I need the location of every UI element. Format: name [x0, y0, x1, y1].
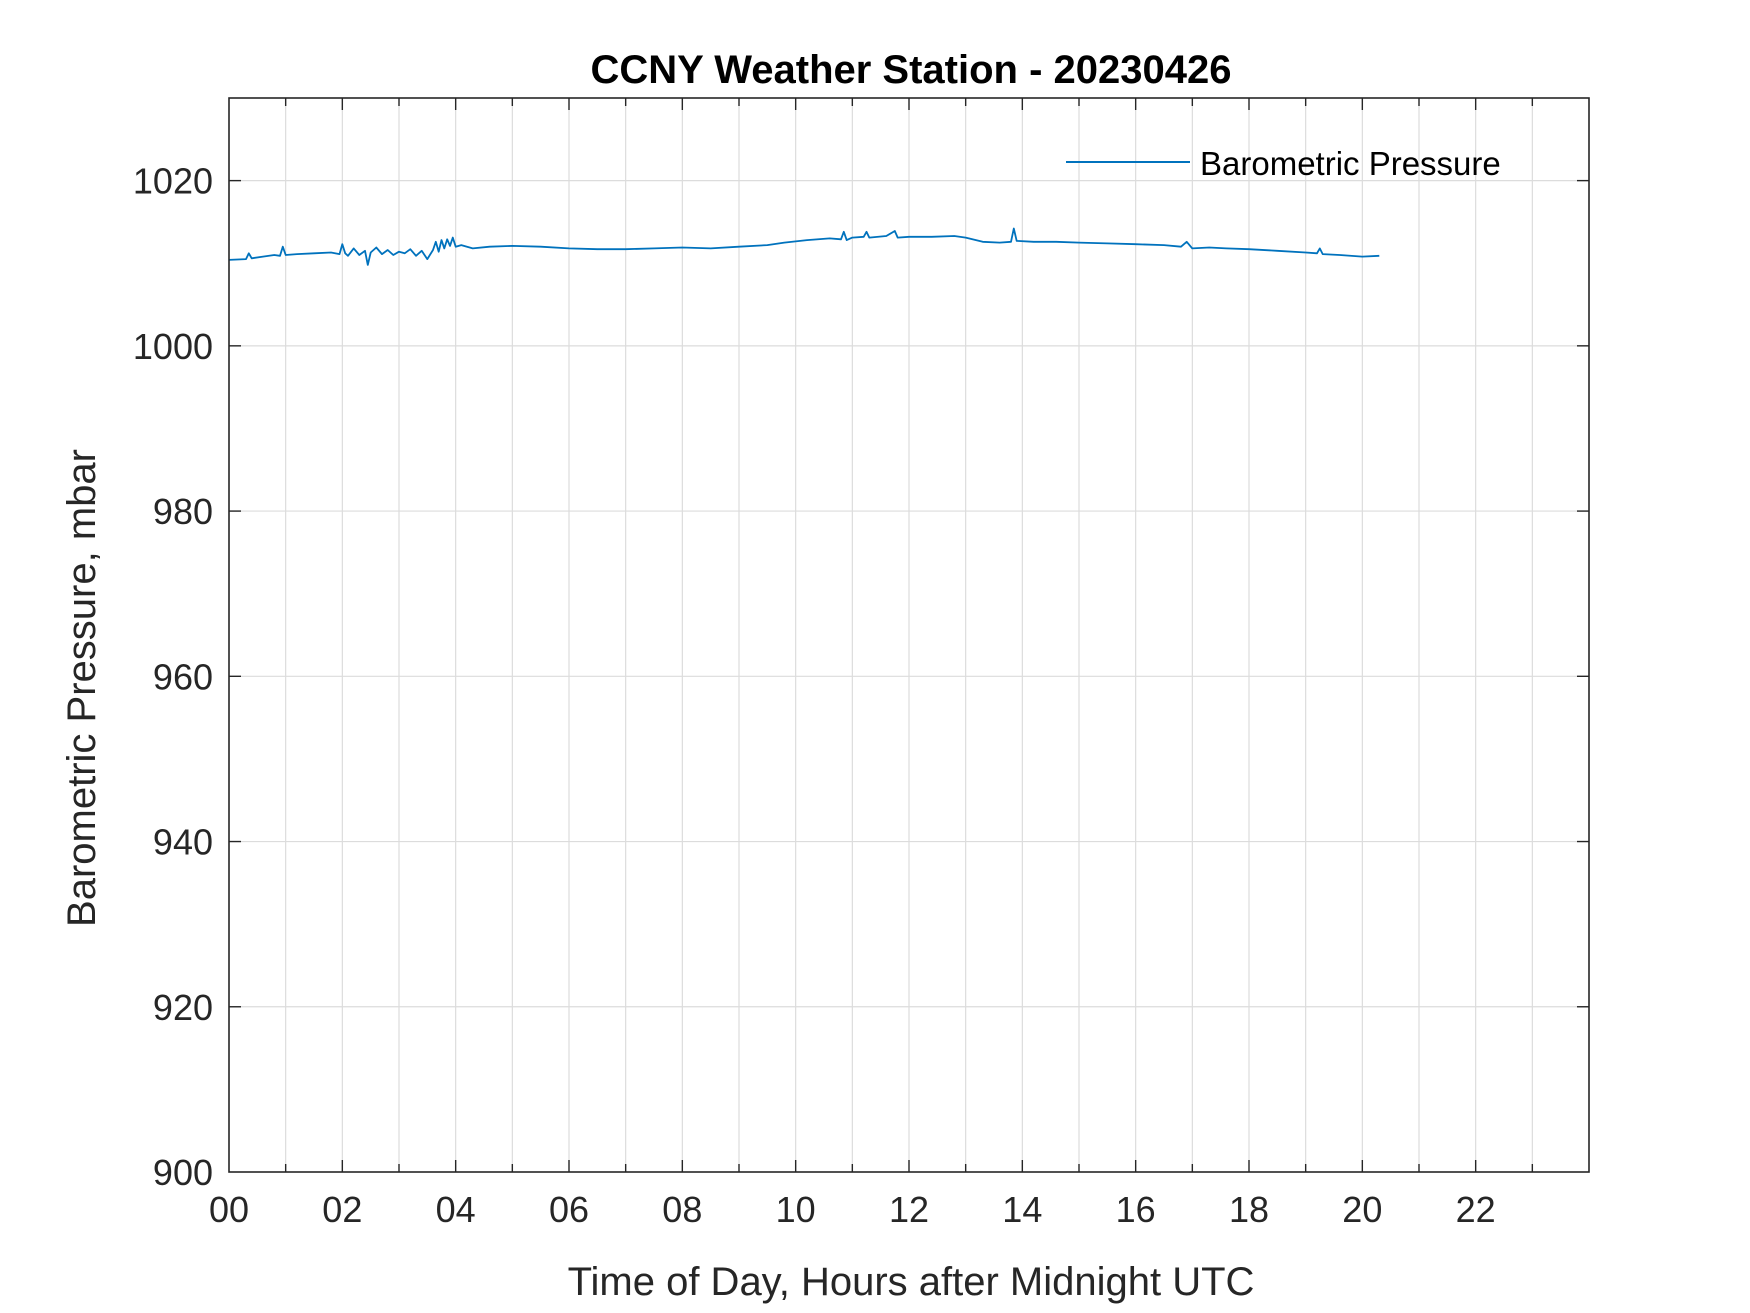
plot-frame [228, 97, 1590, 1173]
y-tick-label: 920 [153, 987, 213, 1028]
legend-label: Barometric Pressure [1200, 145, 1501, 182]
y-tick-labels: 900 920 940 960 980 1000 1020 [133, 161, 213, 1193]
ticks [229, 98, 1589, 1172]
series-line-barometric-pressure [228, 227, 1380, 266]
x-axis-label: Time of Day, Hours after Midnight UTC [568, 1260, 1255, 1304]
x-tick-label: 06 [549, 1189, 589, 1230]
grid [229, 98, 1589, 1172]
x-tick-label: 22 [1456, 1189, 1496, 1230]
x-tick-label: 16 [1116, 1189, 1156, 1230]
y-tick-label: 1020 [133, 161, 213, 202]
x-tick-label: 20 [1342, 1189, 1382, 1230]
x-tick-label: 10 [776, 1189, 816, 1230]
x-tick-label: 00 [209, 1189, 249, 1230]
y-axis-label: Barometric Pressure, mbar [60, 449, 104, 927]
x-tick-label: 04 [436, 1189, 476, 1230]
x-tick-label: 02 [322, 1189, 362, 1230]
x-tick-labels: 00 02 04 06 08 10 12 14 16 18 20 22 [209, 1189, 1496, 1230]
x-tick-label: 18 [1229, 1189, 1269, 1230]
y-tick-label: 900 [153, 1152, 213, 1193]
x-tick-label: 14 [1002, 1189, 1042, 1230]
x-tick-label: 12 [889, 1189, 929, 1230]
series-lines [228, 227, 1380, 266]
legend: Barometric Pressure [1066, 145, 1501, 182]
chart-title: CCNY Weather Station - 20230426 [591, 48, 1232, 92]
x-tick-label: 08 [662, 1189, 702, 1230]
y-tick-label: 960 [153, 656, 213, 697]
y-tick-label: 980 [153, 491, 213, 532]
y-tick-label: 1000 [133, 326, 213, 367]
y-tick-label: 940 [153, 822, 213, 863]
